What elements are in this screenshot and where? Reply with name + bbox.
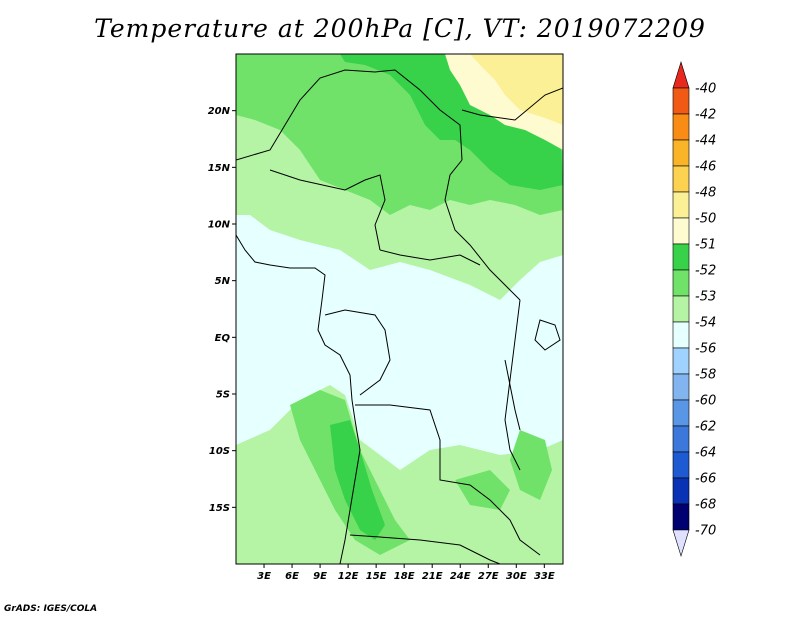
shaded-field [236,54,563,564]
colorbar-swatch [672,269,690,297]
border-congo [324,309,391,396]
colorbar-swatch [672,477,690,505]
border-drc-east [504,299,521,471]
colorbar-label: -46 [695,160,716,175]
colorbar-label: -51 [695,238,716,253]
band-minus53-south-b [455,470,510,510]
lon-label: 15E [366,571,387,582]
map-title: Temperature at 200hPa [C], VT: 201907220… [94,14,706,43]
colorbar-label: -60 [695,394,716,409]
border-north-c [269,169,386,251]
lon-label: 27E [478,571,499,582]
colorbar-label: -64 [695,446,716,461]
border-south [349,534,501,564]
colorbar-swatch [672,451,690,479]
band-minus54-west-south [236,460,310,564]
coastlines-and-borders [236,69,563,564]
temperature-map: 20N 15N 10N 5N EQ 5S 10S 15S 3E 6E 9E 12E 15E 18E 21E… [208,53,716,582]
colorbar-label: -52 [695,264,716,279]
lon-label: 24E [450,571,471,582]
colorbar-swatch [672,217,690,245]
lat-label: 15N [208,163,231,174]
colorbar-arrow-top [672,60,690,89]
colorbar-label: -44 [695,134,716,149]
colorbar-label: -68 [695,498,716,513]
lon-label: 6E [285,571,299,582]
band-minus53-south-c [510,430,552,500]
map-frame [235,53,564,565]
colorbar-swatch [672,347,690,375]
colorbar-label: -70 [695,524,716,539]
lon-label: 18E [394,571,415,582]
border-chad [444,159,521,301]
colorbar-swatch [672,191,690,219]
lat-label: 5S [216,390,230,401]
coastline-west-africa [236,234,361,564]
colorbar-label: -53 [695,290,716,305]
band-minus52-south [330,420,385,540]
lat-label: 15S [209,503,230,514]
colorbar-swatch [672,295,690,323]
colorbar-label: -58 [695,368,716,383]
colorbar-swatch [672,139,690,167]
latitude-axis: 20N 15N 10N 5N EQ 5S 10S 15S [208,106,236,514]
colorbar-label: -48 [695,186,716,201]
colorbar-swatch [672,503,690,531]
colorbar-label: -50 [695,212,716,227]
border-north-a [236,69,463,161]
lat-label: 5N [215,276,231,287]
lon-label: 21E [422,571,443,582]
lat-label: 10S [209,446,230,457]
lon-label: 30E [506,571,527,582]
colorbar-swatch [672,425,690,453]
colorbar-label: -42 [695,108,716,123]
band-minus50-northeast [470,54,563,125]
border-car [379,249,481,266]
colorbar-swatch [672,113,690,141]
border-north-b [461,87,563,121]
colorbar-swatch [672,373,690,401]
lat-label: 10N [208,220,231,231]
colorbar-label: -54 [695,316,716,331]
colorbar-swatch [672,243,690,271]
colorbar-swatch [672,87,690,115]
lon-label: 12E [338,571,359,582]
lon-label: 33E [534,571,555,582]
colorbar-swatch [672,321,690,349]
lake-tanganyika [504,359,521,431]
colorbar-label: -56 [695,342,716,357]
grads-credit: GrADS: IGES/COLA [4,604,98,614]
colorbar-label: -40 [695,82,716,97]
lat-label: 20N [208,106,231,117]
colorbar-arrow-bottom [672,529,690,558]
lake-victoria [534,319,561,351]
lon-label: 3E [257,571,271,582]
colorbar: -40 -42 -44 -46 -48 -50 -51 -52 -53 -54 -56 -58 -60 -… [672,60,716,558]
lon-label: 9E [313,571,327,582]
colorbar-swatch [672,399,690,427]
lat-label: EQ [215,333,231,344]
colorbar-swatch [672,165,690,193]
border-angola [355,404,541,556]
longitude-axis: 3E 6E 9E 12E 15E 18E 21E 24E 27E 30E 33E [257,564,555,582]
colorbar-label: -62 [695,420,716,435]
colorbar-label: -66 [695,472,716,487]
